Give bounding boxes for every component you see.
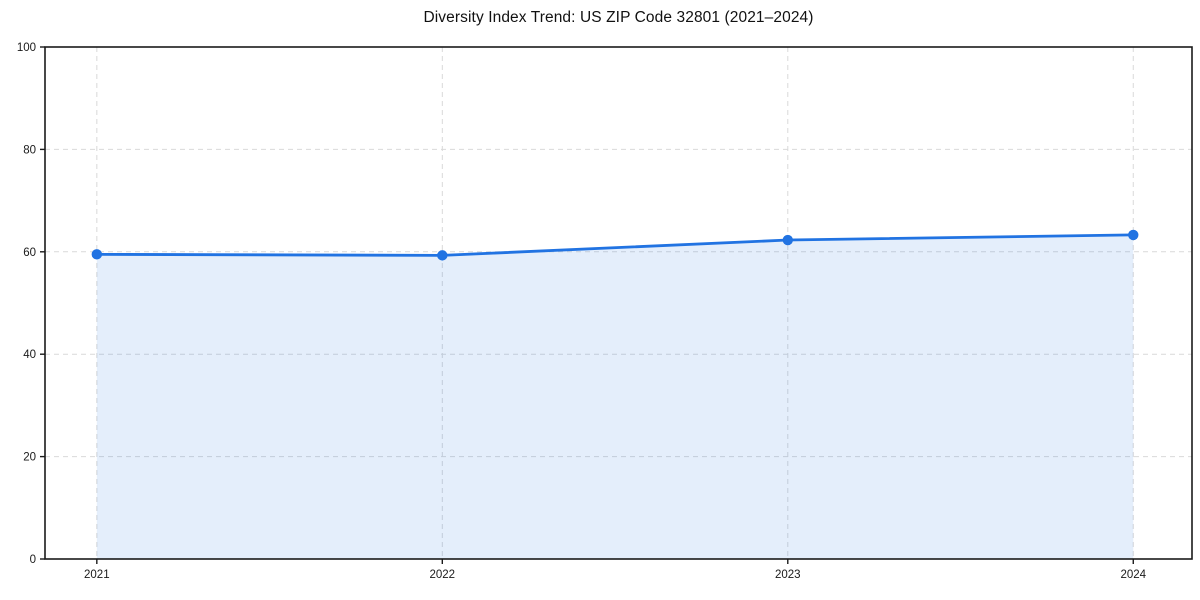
data-point-marker (782, 234, 793, 246)
y-tick-label: 20 (23, 452, 36, 464)
y-tick-label: 80 (23, 144, 36, 156)
x-tick-label: 2023 (775, 569, 801, 581)
y-tick-label: 0 (30, 554, 36, 566)
y-tick-label: 60 (23, 247, 36, 259)
data-point-marker (1128, 229, 1139, 241)
y-tick-label: 40 (23, 349, 36, 361)
chart-title: Diversity Index Trend: US ZIP Code 32801… (423, 9, 814, 26)
series-line (95, 233, 1135, 257)
x-tick-label: 2022 (430, 569, 456, 581)
series-area-fill (96, 234, 1134, 560)
axes-spines (44, 46, 1193, 560)
x-tick-label: 2021 (84, 569, 110, 581)
x-tick-label: 2024 (1120, 569, 1146, 581)
data-point-marker (91, 249, 103, 260)
data-point-marker (437, 250, 448, 261)
y-tick-label: 100 (17, 42, 36, 54)
